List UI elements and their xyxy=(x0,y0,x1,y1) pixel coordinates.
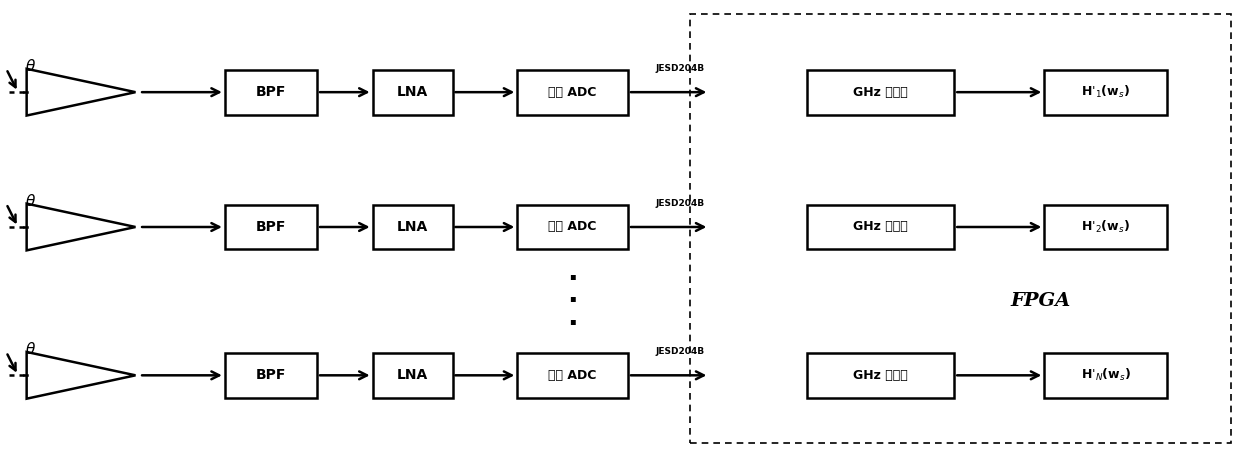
FancyBboxPatch shape xyxy=(372,69,453,114)
FancyBboxPatch shape xyxy=(517,204,627,249)
Text: LNA: LNA xyxy=(397,85,428,99)
FancyBboxPatch shape xyxy=(1044,69,1167,114)
FancyBboxPatch shape xyxy=(224,204,317,249)
Text: ·: · xyxy=(567,310,578,338)
Text: H$'_N$(w$_s$): H$'_N$(w$_s$) xyxy=(1081,367,1131,383)
Text: LNA: LNA xyxy=(397,368,428,382)
Text: GHz 收发器: GHz 收发器 xyxy=(853,369,908,382)
Text: ·: · xyxy=(567,287,578,315)
Text: BPF: BPF xyxy=(255,368,286,382)
Text: 高速 ADC: 高速 ADC xyxy=(548,221,596,233)
FancyBboxPatch shape xyxy=(806,69,955,114)
FancyBboxPatch shape xyxy=(1044,353,1167,398)
Text: FPGA: FPGA xyxy=(1011,292,1070,310)
Text: BPF: BPF xyxy=(255,220,286,234)
Text: $\theta$: $\theta$ xyxy=(25,193,36,209)
Text: GHz 收发器: GHz 收发器 xyxy=(853,86,908,99)
Text: JESD204B: JESD204B xyxy=(656,64,704,73)
Text: JESD204B: JESD204B xyxy=(656,347,704,356)
Text: H$'_1$(w$_s$): H$'_1$(w$_s$) xyxy=(1081,84,1130,100)
Text: LNA: LNA xyxy=(397,220,428,234)
Text: $\theta$: $\theta$ xyxy=(25,58,36,74)
FancyBboxPatch shape xyxy=(372,204,453,249)
Text: H$'_2$(w$_s$): H$'_2$(w$_s$) xyxy=(1081,219,1130,235)
Text: 高速 ADC: 高速 ADC xyxy=(548,86,596,99)
Text: JESD204B: JESD204B xyxy=(656,199,704,208)
Text: 高速 ADC: 高速 ADC xyxy=(548,369,596,382)
Text: ·: · xyxy=(567,265,578,293)
Text: GHz 收发器: GHz 收发器 xyxy=(853,221,908,233)
FancyBboxPatch shape xyxy=(517,69,627,114)
FancyBboxPatch shape xyxy=(224,353,317,398)
FancyBboxPatch shape xyxy=(224,69,317,114)
FancyBboxPatch shape xyxy=(1044,204,1167,249)
Text: BPF: BPF xyxy=(255,85,286,99)
FancyBboxPatch shape xyxy=(806,353,955,398)
FancyBboxPatch shape xyxy=(517,353,627,398)
FancyBboxPatch shape xyxy=(372,353,453,398)
FancyBboxPatch shape xyxy=(806,204,955,249)
Text: $\theta$: $\theta$ xyxy=(25,341,36,357)
